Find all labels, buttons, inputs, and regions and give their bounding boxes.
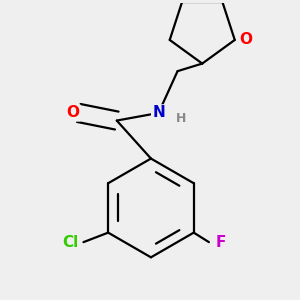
Text: N: N	[152, 106, 165, 121]
Text: O: O	[67, 106, 80, 121]
Text: F: F	[215, 235, 226, 250]
Text: H: H	[176, 112, 187, 125]
Text: O: O	[240, 32, 253, 47]
Text: Cl: Cl	[62, 235, 78, 250]
